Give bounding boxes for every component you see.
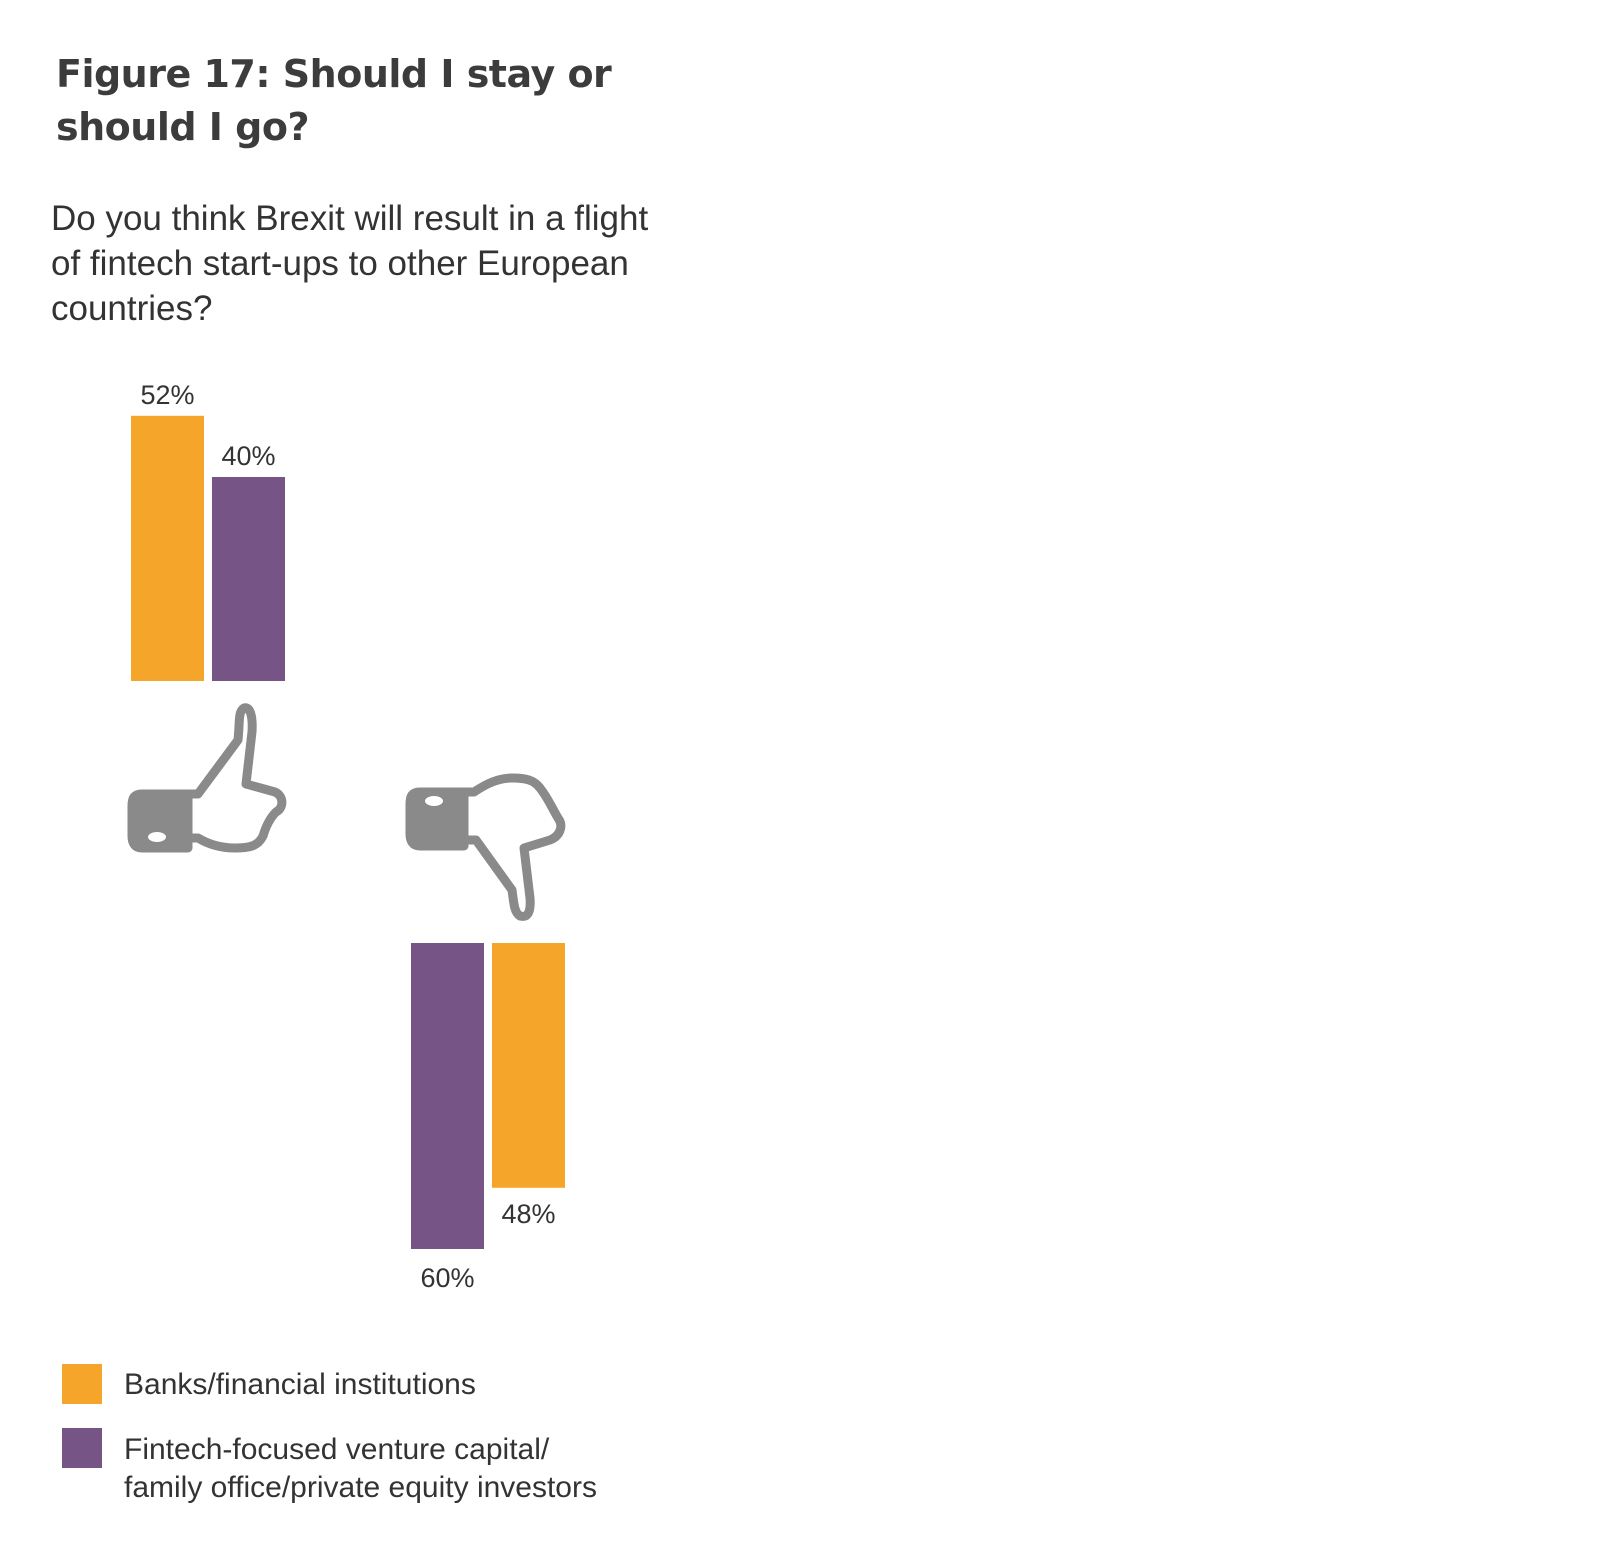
bar-no-investors <box>411 943 484 1249</box>
bar-yes-banks <box>131 415 204 681</box>
bar-yes-investors <box>212 477 285 681</box>
legend-label-investors-line1: Fintech-focused venture capital/ <box>124 1433 550 1466</box>
data-label-no-investors: 60% <box>420 1263 474 1293</box>
data-label-no-banks: 48% <box>501 1199 555 1229</box>
legend-label-investors-line2: family office/private equity investors <box>124 1471 597 1504</box>
thumbs-up-icon <box>127 703 287 853</box>
legend-swatch-investors <box>62 1428 102 1468</box>
bar-no-banks <box>492 943 565 1188</box>
legend-label-banks: Banks/financial institutions <box>124 1368 476 1401</box>
data-label-yes-investors: 40% <box>221 441 275 471</box>
legend-swatch-banks <box>62 1364 102 1404</box>
thumbs-down-icon <box>405 773 566 921</box>
chart-subtitle: Do you think Brexit will result in a fli… <box>51 199 649 328</box>
chart-title: Figure 17: Should I stay or should I go? <box>56 52 612 149</box>
data-label-yes-banks: 52% <box>140 380 194 410</box>
